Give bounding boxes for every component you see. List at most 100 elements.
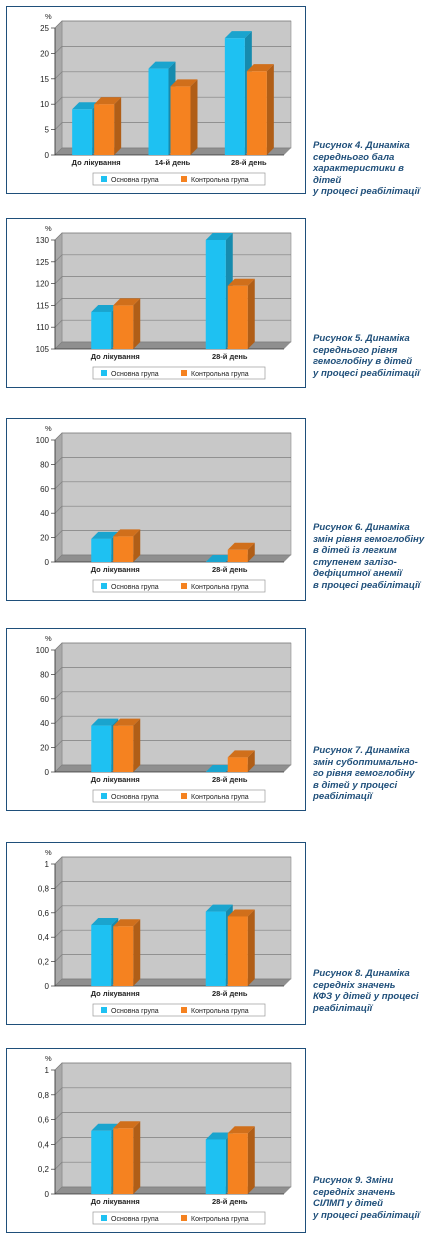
legend-swatch bbox=[101, 1215, 107, 1221]
legend-swatch bbox=[101, 176, 107, 182]
y-tick-label: 20 bbox=[40, 49, 49, 58]
y-tick-label: 40 bbox=[40, 719, 49, 728]
caption-line: Рисунок 7. Динаміка bbox=[313, 745, 410, 756]
caption-line: Рисунок 8. Динаміка bbox=[313, 968, 410, 979]
x-tick-label: 14-й день bbox=[155, 158, 191, 167]
y-tick-label: 100 bbox=[36, 646, 50, 655]
caption-line: середніх значень bbox=[313, 1186, 396, 1198]
figure-caption: Рисунок 4. Динаміка середнього бала характ… bbox=[313, 140, 429, 198]
legend-label: Контрольна група bbox=[191, 1008, 249, 1015]
plot-side-wall bbox=[54, 856, 63, 987]
caption-line: середнього бала bbox=[313, 151, 395, 163]
y-tick-label: 80 bbox=[40, 460, 49, 469]
y-tick-label: 0 bbox=[45, 768, 50, 777]
plot-floor bbox=[55, 979, 291, 986]
bar-chart: 105 110 115 120 125 130% До лікування 28-й день… bbox=[36, 224, 292, 380]
gridline bbox=[54, 1112, 291, 1120]
y-tick-label: 40 bbox=[40, 509, 49, 518]
bar-control-0 bbox=[94, 97, 122, 155]
gridline bbox=[54, 96, 291, 105]
y-tick-label: 0 bbox=[45, 1190, 50, 1199]
legend: Основна група Контрольна група bbox=[92, 579, 266, 593]
gridline bbox=[54, 530, 291, 538]
y-tick-label: 0,2 bbox=[38, 1165, 50, 1174]
gridline bbox=[54, 147, 291, 156]
gridline bbox=[54, 481, 291, 490]
y-tick-label: 0,2 bbox=[38, 958, 50, 967]
y-tick-label: 20 bbox=[40, 744, 49, 753]
y-tick-label: 15 bbox=[40, 75, 49, 84]
legend-label: Основна група bbox=[111, 177, 159, 184]
y-tick-label: 105 bbox=[36, 345, 50, 354]
x-tick-label: До лікування bbox=[91, 989, 140, 998]
figure-caption: Рисунок 6. Динаміка змін рівня гемоглобін… bbox=[313, 522, 429, 592]
gridline bbox=[54, 457, 291, 465]
chart-frame: 0 0,2 0,4 0,6 0,8 1% До лікування 28-й день Осно… bbox=[6, 1048, 306, 1233]
bar-main-0 bbox=[91, 918, 119, 986]
x-tick-label: 28-й день bbox=[212, 775, 248, 784]
bar-control-2 bbox=[246, 64, 274, 155]
y-tick-label: 0 bbox=[45, 982, 50, 991]
caption-line: змін субоптимально- bbox=[313, 756, 418, 768]
legend-swatch bbox=[181, 1215, 187, 1221]
gridline bbox=[54, 432, 291, 441]
bar-control-0 bbox=[113, 919, 141, 986]
caption-line: СІЛМП у дітей bbox=[313, 1198, 383, 1210]
caption-line: в процесі реабілітації bbox=[313, 579, 421, 591]
gridline bbox=[54, 1062, 291, 1071]
x-tick-label: До лікування bbox=[91, 1197, 140, 1206]
y-tick-label: 100 bbox=[36, 436, 50, 445]
y-tick-label: 60 bbox=[40, 695, 49, 704]
legend-label: Основна група bbox=[111, 1216, 159, 1223]
y-unit-label: % bbox=[45, 634, 52, 643]
legend: Основна група Контрольна група bbox=[92, 172, 266, 186]
legend-label: Основна група bbox=[111, 1008, 159, 1015]
caption-line: дефіцитної анемії bbox=[313, 568, 403, 580]
chart-frame: 0 20 40 60 80 100% До лікування 28-й день Основн… bbox=[6, 418, 306, 601]
chart-frame: 0 0,2 0,4 0,6 0,8 1% До лікування 28-й день Осно… bbox=[6, 842, 306, 1025]
caption-line: Рисунок 4. Динаміка bbox=[313, 140, 410, 151]
y-unit-label: % bbox=[45, 12, 52, 21]
bar-control-1 bbox=[227, 909, 255, 986]
caption-line: Рисунок 5. Динаміка bbox=[313, 333, 410, 344]
x-tick-label: 28-й день bbox=[212, 989, 248, 998]
y-unit-label: % bbox=[45, 224, 52, 233]
y-tick-label: 0,8 bbox=[38, 884, 50, 893]
gridline bbox=[54, 1087, 291, 1096]
bar-chart: 0 5 10 15 20 25% До лікування 14-й день 28-й ден… bbox=[40, 12, 292, 186]
chart-frame: 0 20 40 60 80 100% До лікування 28-й день Основн… bbox=[6, 628, 306, 811]
x-tick-label: 28-й день bbox=[212, 565, 248, 574]
figure-caption: Рисунок 7. Динаміка змін субоптимально-го… bbox=[313, 745, 429, 803]
y-tick-label: 0 bbox=[45, 151, 50, 160]
bar-control-0 bbox=[113, 529, 141, 562]
legend-swatch bbox=[181, 370, 187, 376]
caption-line: реабілітації bbox=[313, 1002, 373, 1014]
gridline bbox=[54, 856, 291, 865]
y-tick-label: 80 bbox=[40, 670, 49, 679]
caption-line: го рівня гемоглобіну bbox=[313, 768, 415, 780]
plot-floor bbox=[55, 555, 291, 562]
y-tick-label: 10 bbox=[40, 100, 49, 109]
bar-chart: 0 20 40 60 80 100% До лікування 28-й день Основн… bbox=[36, 424, 292, 593]
caption-line: середніх значень bbox=[313, 979, 396, 991]
x-tick-label: 28-й день bbox=[212, 1197, 248, 1206]
caption-line: характеристики в дітей bbox=[313, 163, 404, 186]
bar-control-0 bbox=[113, 298, 141, 349]
gridline bbox=[54, 691, 291, 700]
gridline bbox=[54, 20, 291, 29]
figure-caption: Рисунок 5. Динаміка середнього рівня гемог… bbox=[313, 333, 429, 379]
plot-side-wall bbox=[54, 1062, 63, 1195]
legend-swatch bbox=[181, 176, 187, 182]
y-tick-label: 120 bbox=[36, 280, 50, 289]
legend-label: Основна група bbox=[111, 794, 159, 801]
legend-label: Контрольна група bbox=[191, 371, 249, 378]
bar-main-0 bbox=[91, 304, 119, 349]
caption-line: реабілітації bbox=[313, 791, 373, 803]
legend-swatch bbox=[181, 1007, 187, 1013]
x-tick-label: До лікування bbox=[91, 565, 140, 574]
caption-line: в дітей із легким bbox=[313, 545, 397, 557]
legend-label: Контрольна група bbox=[191, 177, 249, 184]
y-tick-label: 25 bbox=[40, 24, 49, 33]
legend: Основна група Контрольна група bbox=[92, 1211, 266, 1225]
y-tick-label: 110 bbox=[36, 323, 49, 332]
